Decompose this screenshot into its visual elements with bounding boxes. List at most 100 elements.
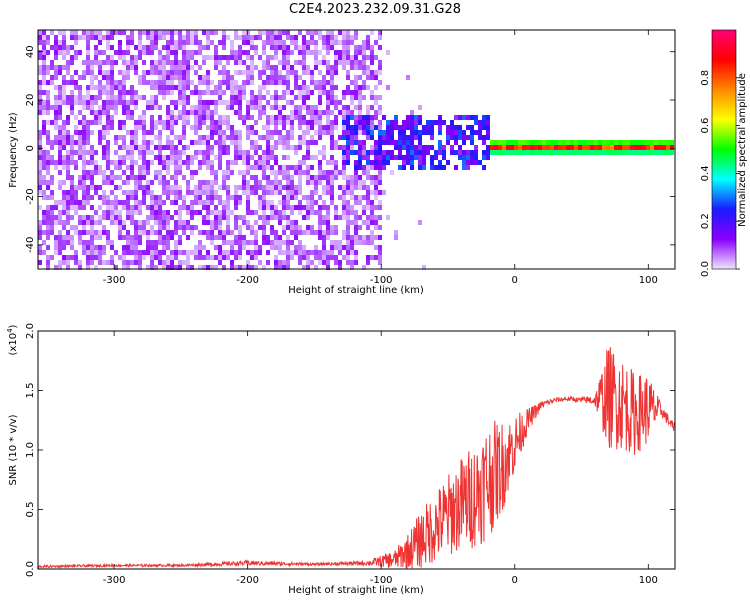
spectrogram-cell (118, 50, 122, 55)
spectrogram-cell (162, 30, 166, 35)
spectrogram-cell (294, 195, 298, 200)
spectrogram-cell (202, 105, 206, 110)
spectrogram-cell (362, 50, 366, 55)
spectrogram-cell (254, 145, 258, 150)
spectrogram-cell (278, 220, 282, 225)
spectrogram-cell (310, 35, 314, 40)
spectrogram-cell (102, 105, 106, 110)
spectrogram-cell (294, 245, 298, 250)
spectrogram-cell (250, 40, 254, 45)
spectrogram-cell (330, 45, 334, 50)
spectrogram-cell (66, 140, 70, 145)
spectrogram-cell (170, 120, 174, 125)
spectrogram-cell (238, 85, 242, 90)
spectrogram-cell (186, 185, 190, 190)
spectrogram-cell (46, 150, 50, 155)
spectrogram-cell (150, 35, 154, 40)
spectrogram-cell (354, 95, 358, 100)
spectrogram-cell (282, 165, 286, 170)
spectrogram-cell (262, 235, 266, 240)
spectrogram-cell (178, 110, 182, 115)
spectrogram-cell (454, 150, 458, 155)
spectrogram-cell (442, 145, 446, 150)
spectrogram-cell (42, 125, 46, 130)
spectrogram-cell (382, 115, 386, 120)
spectrogram-cell (54, 200, 58, 205)
spectrogram-cell (362, 130, 366, 135)
spectrogram-cell (294, 40, 298, 45)
spectrogram-cell (42, 70, 46, 75)
spectrogram-cell (310, 180, 314, 185)
spectrogram-cell (266, 235, 270, 240)
spectrogram-cell (246, 170, 250, 175)
spectrogram-cell (630, 150, 634, 155)
spectrogram-cell (150, 50, 154, 55)
spectrogram-cell (198, 75, 202, 80)
spectrogram-cell (462, 115, 466, 120)
spectrogram-cell (218, 80, 222, 85)
spectrogram-cell (622, 140, 626, 145)
spectrogram-cell (310, 30, 314, 35)
spectrogram-cell (346, 75, 350, 80)
spectrogram-cell (330, 255, 334, 260)
spectrogram-cell (270, 185, 274, 190)
spectrogram-cell (258, 145, 262, 150)
spectrogram-cell (334, 205, 338, 210)
spectrogram-cell (214, 45, 218, 50)
spectrogram-cell (70, 150, 74, 155)
spectrogram-cell (398, 150, 402, 155)
spectrogram-cell (326, 260, 330, 265)
spectrogram-cell (154, 105, 158, 110)
spectrogram-cell (86, 135, 90, 140)
snr-x-tick-label: -100 (370, 575, 393, 586)
spectrogram-cell (370, 105, 374, 110)
spectrogram-cell (402, 140, 406, 145)
spectrogram-cell (298, 245, 302, 250)
spectrogram-cell (334, 260, 338, 265)
spectrogram-cell (166, 145, 170, 150)
spectrogram-cell (282, 185, 286, 190)
spectrogram-cell (650, 145, 654, 150)
spectrogram-cell (286, 265, 290, 270)
spectrogram-cell (102, 50, 106, 55)
spectrogram-cell (406, 160, 410, 165)
spectrogram-cell (78, 50, 82, 55)
spectrogram-cell (46, 255, 50, 260)
spectrogram-cell (38, 230, 42, 235)
spectrogram-cell (210, 80, 214, 85)
spectrogram-cell (226, 75, 230, 80)
spectrogram-cell (246, 210, 250, 215)
spectrogram-cell (166, 195, 170, 200)
spectrogram-cell (82, 195, 86, 200)
spectrogram-cell (498, 145, 502, 150)
spectrogram-cell (114, 140, 118, 145)
spectrogram-cell (330, 125, 334, 130)
spectrogram-cell (330, 130, 334, 135)
spectrogram-cell (62, 125, 66, 130)
spectrogram-cell (326, 205, 330, 210)
spectrogram-cell (354, 170, 358, 175)
spectrogram-cell (42, 110, 46, 115)
spectrogram-cell (242, 30, 246, 35)
spectrogram-cell (322, 90, 326, 95)
spectrogram-cell (274, 75, 278, 80)
spectrogram-cell (482, 120, 486, 125)
spectrogram-cell (58, 265, 62, 270)
spectrogram-cell (354, 185, 358, 190)
spectrogram-cell (370, 70, 374, 75)
spectrogram-cell (62, 135, 66, 140)
spectrogram-cell (98, 85, 102, 90)
spectrogram-cell (266, 240, 270, 245)
spectrogram-cell (314, 255, 318, 260)
spectrogram-cell (326, 170, 330, 175)
spectrogram-cell (546, 150, 550, 155)
spectrogram-cell (138, 45, 142, 50)
spectrogram-cell (146, 140, 150, 145)
spectrogram-cell (58, 185, 62, 190)
spectrogram-cell (162, 215, 166, 220)
spectrogram-cell (618, 140, 622, 145)
spectrogram-cell (266, 145, 270, 150)
spectrogram-cell (234, 55, 238, 60)
spectrogram-cell (330, 240, 334, 245)
spectrogram-cell (170, 65, 174, 70)
